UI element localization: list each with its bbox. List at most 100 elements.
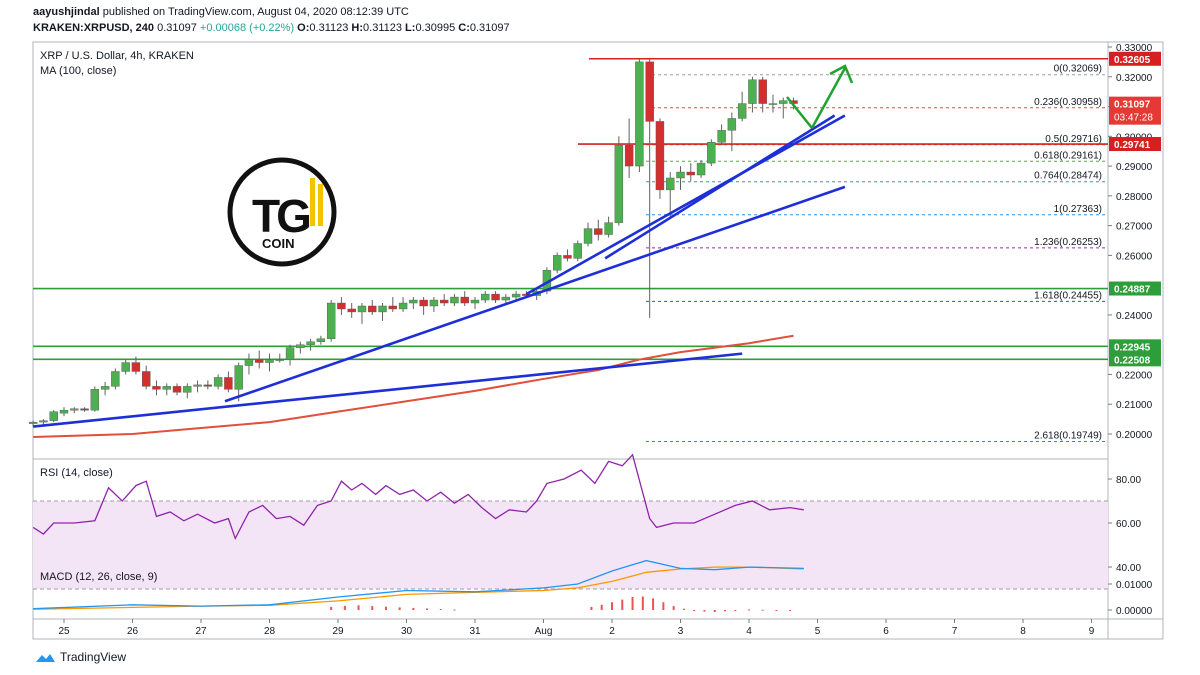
- candle-down: [439, 299, 449, 304]
- macd-histogram-bar: [439, 608, 442, 610]
- price-panel[interactable]: 0.20000 0.21000 0.22000 0.24000 0.26000 0.270…: [28, 43, 1161, 442]
- time-tick-label: 6: [883, 626, 889, 637]
- green-down-stroke: [786, 96, 813, 129]
- price-tick-label: 0.29000: [1116, 162, 1153, 173]
- candle-down: [419, 299, 428, 307]
- time-axis[interactable]: 25 26 27 28 29 30 31 Aug 2 3 4 5 6 7 8 9: [58, 619, 1095, 637]
- candle-up: [666, 177, 675, 191]
- chart-frame: [32, 41, 1164, 640]
- candle-down: [368, 305, 377, 313]
- time-tick-label: 30: [401, 626, 413, 637]
- candle-up: [511, 293, 521, 298]
- candle-up: [378, 305, 387, 313]
- candle-down: [152, 386, 161, 390]
- candle-up: [234, 365, 243, 390]
- macd-histogram-bar: [761, 609, 764, 611]
- fib-level-label: 0(0.32069): [1054, 64, 1102, 75]
- macd-panel[interactable]: 0.00000 0.01000: [33, 559, 1153, 617]
- fib-level-label: 2.618(0.19749): [1034, 430, 1102, 441]
- green-up-arrow-head: [829, 64, 854, 84]
- candle-up: [553, 255, 562, 271]
- candle-down: [460, 296, 469, 304]
- open-label: O:: [297, 22, 310, 34]
- macd-line: [33, 559, 804, 610]
- resistance-price-label: 0.32605: [1114, 55, 1151, 66]
- time-tick-label: 25: [58, 626, 70, 637]
- candle-down: [347, 308, 356, 313]
- candle-down: [655, 121, 665, 191]
- candle-down: [203, 384, 213, 387]
- high-value: 0.31123: [363, 22, 402, 34]
- candle-up: [193, 384, 202, 387]
- candle-up: [100, 386, 110, 390]
- logo-bar-1: [310, 178, 315, 226]
- fib-level-label: 1.236(0.26253): [1034, 237, 1102, 248]
- blue-trendline: [604, 114, 836, 260]
- candle-up: [213, 377, 223, 387]
- candle-down: [224, 377, 233, 390]
- candle-up: [275, 359, 284, 361]
- candle-up: [768, 103, 778, 105]
- candle-up: [737, 103, 747, 119]
- close-label: C:: [458, 22, 470, 34]
- resistance-price-tag: [1109, 51, 1161, 66]
- macd-histogram-bar: [693, 610, 696, 611]
- macd-histogram-bar: [662, 602, 665, 610]
- fib-level-label: 0.764(0.28474): [1034, 171, 1102, 182]
- macd-histogram-bar: [343, 605, 346, 610]
- logo-bar-2: [318, 184, 323, 226]
- candle-up: [49, 411, 58, 421]
- time-tick-label: 26: [127, 626, 139, 637]
- rsi-panel[interactable]: 40.00 60.00 80.00: [32, 453, 1141, 590]
- macd-title: MACD (12, 26, close, 9): [40, 571, 157, 583]
- symbol-bar: KRAKEN:XRPUSD, 240 0.31097 +0.00068 (+0.…: [33, 22, 510, 34]
- time-tick-label: 2: [609, 626, 615, 637]
- candle-down: [624, 145, 634, 167]
- tradingview-brand: TradingView: [60, 650, 127, 664]
- candle-up: [183, 386, 192, 393]
- published-text: published on TradingView.com, August 04,…: [102, 6, 409, 18]
- logo-text-main: TG: [252, 190, 309, 242]
- support-price-tag: [1109, 352, 1161, 367]
- tg-coin-logo: TG COIN: [227, 157, 337, 267]
- price-tick-label: 0.24000: [1116, 311, 1153, 322]
- price-tick-label: 0.33000: [1116, 43, 1153, 54]
- candle-down: [131, 362, 141, 372]
- macd-histogram-bar: [398, 607, 401, 610]
- candle-up: [573, 243, 582, 259]
- macd-histogram-bar: [611, 602, 613, 610]
- fib-level-label: 0.236(0.30958): [1034, 97, 1102, 108]
- time-tick-label: 28: [264, 626, 276, 637]
- resistance-price-label: 0.29741: [1114, 140, 1151, 151]
- rsi-tick-label: 60.00: [1116, 519, 1141, 530]
- candle-down: [594, 228, 603, 235]
- logo-text-sub: COIN: [262, 236, 295, 251]
- candle-up: [470, 299, 480, 304]
- publisher-name[interactable]: aayushjindal: [33, 6, 100, 18]
- macd-histogram-bar: [641, 596, 644, 610]
- macd-histogram-bar: [713, 610, 716, 613]
- time-tick-label: 9: [1089, 626, 1095, 637]
- candle-up: [121, 362, 130, 372]
- publish-info: aayushjindal published on TradingView.co…: [33, 6, 409, 18]
- candle-up: [296, 344, 305, 348]
- fib-level-label: 0.618(0.29161): [1034, 150, 1102, 161]
- candle-down: [645, 61, 654, 122]
- macd-histogram-bar: [682, 608, 685, 610]
- price-tick-label: 0.32000: [1116, 73, 1153, 84]
- candle-up: [70, 408, 79, 411]
- high-label: H:: [351, 22, 364, 34]
- blue-trendline: [224, 185, 846, 403]
- candle-up: [614, 145, 624, 223]
- price-tick-label: 0.26000: [1116, 251, 1153, 262]
- candle-up: [748, 79, 757, 104]
- low-value: 0.30995: [415, 22, 456, 34]
- candle-up: [398, 302, 408, 310]
- tradingview-footer[interactable]: TradingView: [34, 650, 126, 664]
- price-tick-label: 0.22000: [1116, 370, 1153, 381]
- candle-up: [450, 296, 459, 304]
- macd-histogram-bar: [724, 610, 727, 612]
- candle-up: [635, 61, 644, 167]
- macd-histogram-bar: [631, 597, 634, 610]
